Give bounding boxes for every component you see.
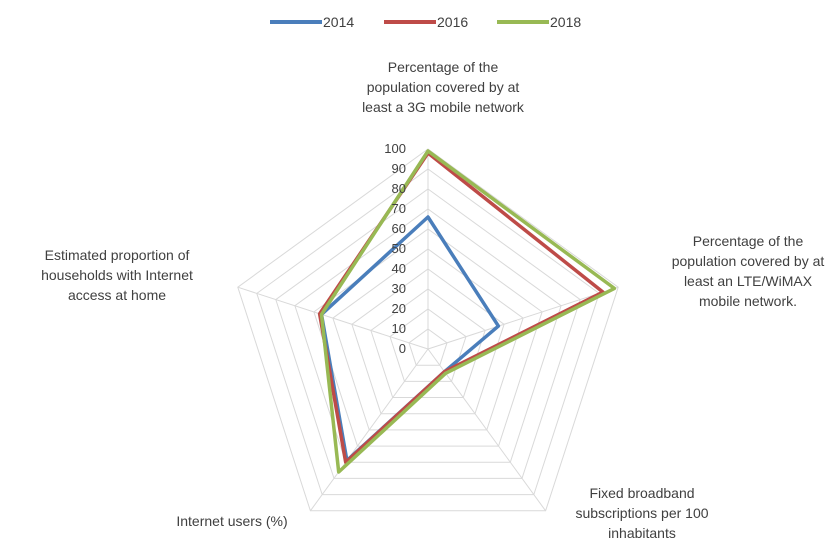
category-label-line: mobile network. (699, 293, 797, 309)
category-label-line: inhabitants (608, 525, 676, 541)
tick-label: 60 (392, 221, 406, 236)
grid-ring (237, 148, 619, 512)
radar-series (317, 149, 617, 474)
legend-label-2018: 2018 (550, 14, 581, 30)
tick-label: 40 (392, 261, 406, 276)
legend-label-2016: 2016 (437, 14, 468, 30)
category-label-line: subscriptions per 100 (575, 505, 708, 521)
tick-label: 70 (392, 201, 406, 216)
spoke-1 (427, 286, 619, 350)
category-label-line: population covered by at (672, 253, 825, 269)
category-label-line: population covered by at (367, 79, 520, 95)
category-label-line: Fixed broadband (589, 485, 694, 501)
grid-ring (332, 248, 524, 431)
radial-tick-labels: 0 10 20 30 40 50 60 70 80 90 100 (384, 141, 406, 356)
tick-label: 0 (399, 341, 406, 356)
category-labels: Percentage of the population covered by a… (41, 59, 824, 541)
category-label-line: least a 3G mobile network (362, 99, 525, 115)
tick-label: 80 (392, 181, 406, 196)
grid-ring (294, 208, 562, 463)
category-label-line: least an LTE/WiMAX (684, 273, 813, 289)
category-label-2: Fixed broadband subscriptions per 100 inha… (575, 485, 708, 541)
category-label-line: Percentage of the (388, 59, 499, 75)
tick-label: 30 (392, 281, 406, 296)
grid-ring (408, 328, 448, 366)
radar-grid (237, 148, 619, 512)
grid-ring (389, 308, 467, 382)
category-label-line: households with Internet (41, 267, 193, 283)
radar-spokes (237, 149, 619, 512)
category-label-1: Percentage of the population covered by a… (672, 233, 825, 309)
category-label-4: Estimated proportion of households with I… (41, 247, 193, 303)
category-label-0: Percentage of the population covered by a… (362, 59, 525, 115)
grid-ring (370, 288, 486, 398)
legend-label-2014: 2014 (323, 14, 354, 30)
grid-ring (256, 168, 600, 496)
category-label-line: access at home (68, 287, 166, 303)
spoke-4 (237, 286, 429, 350)
tick-label: 20 (392, 301, 406, 316)
legend: 2014 2016 2018 (270, 14, 581, 30)
spoke-3 (309, 348, 429, 512)
category-label-line: Percentage of the (693, 233, 804, 249)
tick-label: 10 (392, 321, 406, 336)
category-label-line: Internet users (%) (176, 513, 287, 529)
spoke-2 (427, 348, 547, 512)
tick-label: 50 (392, 241, 406, 256)
category-label-line: Estimated proportion of (45, 247, 190, 263)
tick-label: 90 (392, 161, 406, 176)
series-line-2018 (319, 149, 617, 474)
tick-label: 100 (384, 141, 406, 156)
grid-ring (275, 188, 581, 479)
category-label-3: Internet users (%) (176, 513, 287, 529)
series-line-2014 (319, 215, 501, 463)
